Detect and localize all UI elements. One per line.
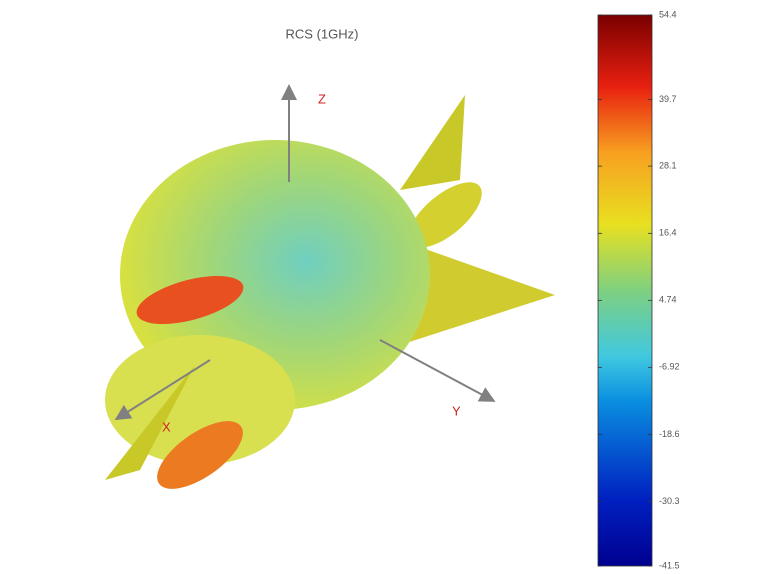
tick-label: 39.7: [659, 94, 677, 104]
tick-label: -6.92: [659, 362, 680, 372]
fin: [400, 240, 555, 345]
axis-label: Z: [318, 91, 326, 106]
hot-lobe: [136, 276, 244, 324]
tick-label: 16.4: [659, 228, 677, 238]
axis-label: X: [162, 419, 171, 434]
tick-label: 28.1: [659, 160, 677, 170]
chart-title: RCS (1GHz): [286, 26, 359, 41]
tick-label: 4.74: [659, 295, 677, 305]
axis-label: Y: [452, 403, 461, 418]
colorbar: [597, 14, 653, 567]
x-arrow: [114, 359, 211, 421]
axes-3d: Z Y X: [114, 84, 496, 434]
rcs-pattern: [105, 95, 555, 489]
fin: [105, 365, 195, 480]
y-arrow: [379, 339, 496, 402]
tick-label: 54.4: [659, 9, 677, 19]
tick-label: -18.6: [659, 429, 680, 439]
lobe: [408, 182, 482, 248]
tick-label: -30.3: [659, 496, 680, 506]
hot-lobe: [157, 421, 243, 489]
fin: [400, 95, 465, 190]
tick-label: -41.5: [659, 560, 680, 570]
